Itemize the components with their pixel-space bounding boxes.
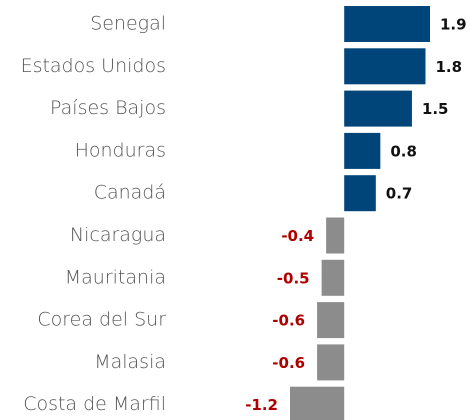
value-label: -0.4: [281, 227, 314, 245]
category-label: Nicaragua: [70, 224, 166, 246]
value-label: 1.8: [435, 58, 462, 76]
value-label: -0.5: [277, 269, 310, 287]
bar: [317, 302, 345, 339]
category-label: Senegal: [90, 13, 166, 35]
value-label: 1.5: [422, 100, 449, 118]
bar: [344, 48, 426, 85]
bar: [344, 132, 381, 169]
category-label: Corea del Sur: [37, 309, 166, 331]
category-label: Costa de Marfil: [23, 393, 166, 415]
category-label: Malasia: [94, 351, 166, 373]
bar: [326, 217, 345, 254]
value-label: 1.9: [440, 16, 467, 34]
category-label: Países Bajos: [50, 97, 166, 119]
value-label: -1.2: [245, 396, 278, 414]
bar: [344, 90, 412, 127]
value-label: 0.7: [386, 185, 413, 203]
bar: [290, 386, 345, 420]
bar: [344, 6, 430, 42]
bar: [317, 344, 345, 381]
category-label: Canadá: [94, 182, 166, 204]
bar: [321, 259, 345, 296]
bar: [344, 175, 376, 212]
value-label: -0.6: [272, 312, 305, 330]
category-label: Honduras: [75, 139, 166, 161]
category-label: Estados Unidos: [21, 55, 166, 77]
value-label: -0.6: [272, 354, 305, 372]
value-label: 0.8: [390, 142, 417, 160]
category-label: Mauritania: [65, 266, 166, 288]
